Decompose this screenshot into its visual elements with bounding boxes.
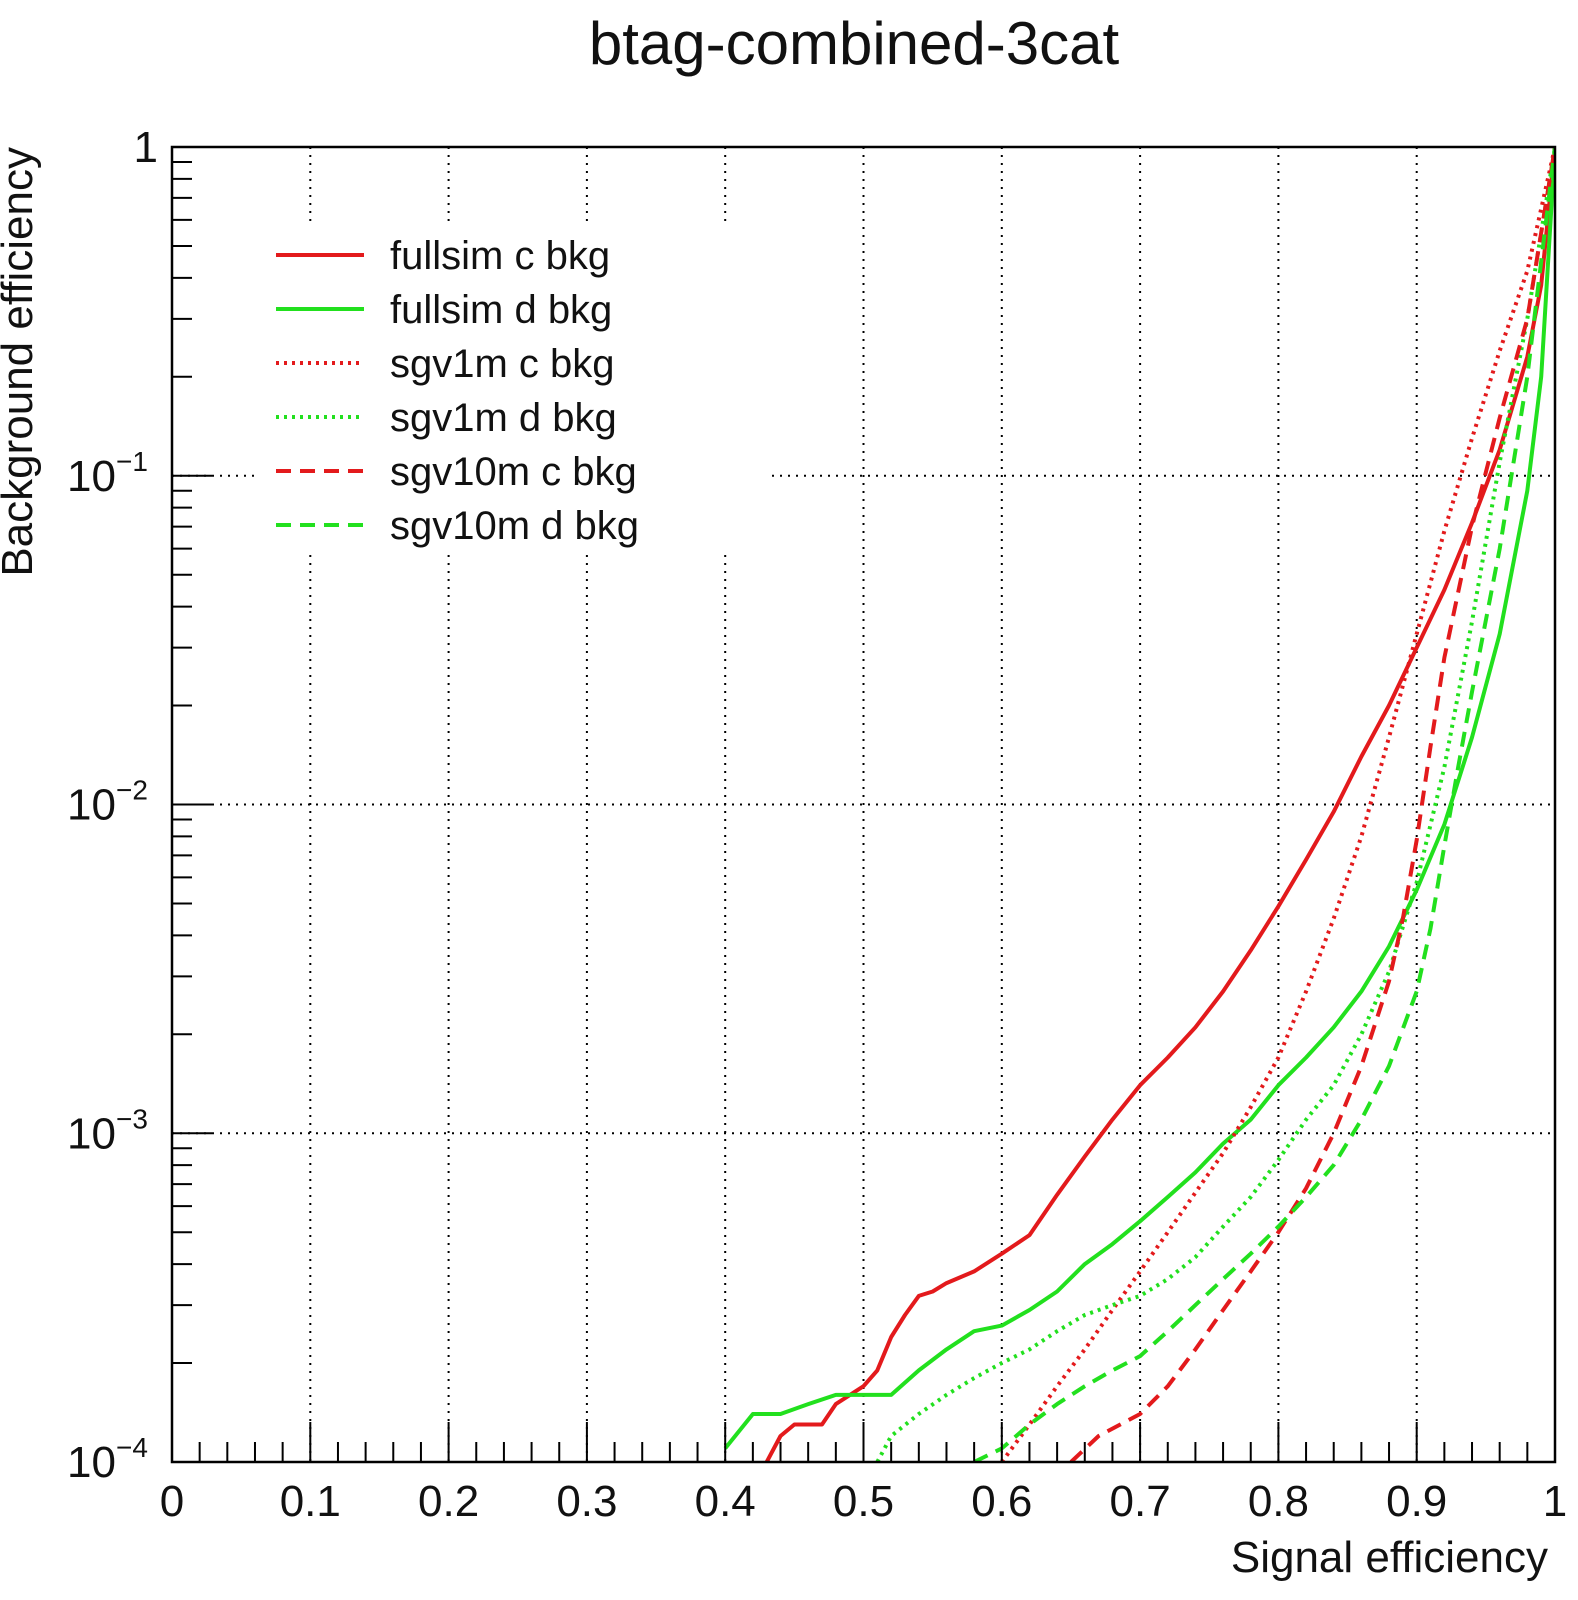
y-tick-labels: 10 −410 −310 −210 −11 — [67, 123, 158, 1487]
grid-lines — [172, 147, 1555, 1462]
legend-label-4: sgv1m d bkg — [390, 396, 617, 440]
series-line-2 — [723, 147, 1555, 1450]
curves — [723, 147, 1555, 1462]
x-tick-label: 0 — [160, 1477, 184, 1526]
y-tick-label-base: 10 — [67, 1438, 116, 1487]
x-axis-title: Signal efficiency — [1231, 1533, 1548, 1582]
series-line-6 — [973, 147, 1555, 1462]
series-line-1 — [764, 147, 1555, 1462]
y-tick-label-exponent: −1 — [116, 446, 148, 477]
y-axis-title: Background efficiency — [0, 147, 42, 577]
x-tick-labels: 0 0.1 0.2 0.3 0.4 0.5 0.6 0.7 0.8 0.9 1 — [160, 1477, 1567, 1526]
chart-title: btag-combined-3cat — [589, 10, 1120, 77]
legend-label-2: fullsim d bkg — [390, 288, 612, 332]
x-tick-label: 0.2 — [418, 1477, 479, 1526]
y-tick-label-base: 10 — [67, 1109, 116, 1158]
y-tick-label-exponent: −4 — [116, 1432, 148, 1463]
x-tick-label: 1 — [1543, 1477, 1567, 1526]
axis-ticks — [171, 161, 1556, 1463]
x-tick-label: 0.8 — [1248, 1477, 1309, 1526]
y-tick-label-base: 10 — [67, 781, 116, 830]
x-tick-label: 0.9 — [1386, 1477, 1447, 1526]
legend-background — [258, 222, 770, 552]
y-tick-label-base: 1 — [134, 123, 158, 172]
series-line-5 — [1069, 147, 1555, 1462]
x-tick-label: 0.5 — [833, 1477, 894, 1526]
x-tick-label: 0.1 — [280, 1477, 341, 1526]
legend-label-6: sgv10m d bkg — [390, 504, 639, 548]
legend-label-3: sgv1m c bkg — [390, 342, 615, 386]
legend-label-1: fullsim c bkg — [390, 234, 610, 278]
y-tick-label-exponent: −3 — [116, 1103, 148, 1134]
legend: fullsim c bkg fullsim d bkg sgv1m c bkg sgv… — [276, 234, 639, 548]
x-tick-label: 0.7 — [1110, 1477, 1171, 1526]
x-tick-label: 0.3 — [556, 1477, 617, 1526]
y-tick-label-base: 10 — [67, 452, 116, 501]
y-tick-label-exponent: −2 — [116, 775, 148, 806]
series-line-3 — [1000, 147, 1555, 1462]
legend-label-5: sgv10m c bkg — [390, 450, 637, 494]
x-tick-label: 0.4 — [695, 1477, 756, 1526]
x-tick-label: 0.6 — [971, 1477, 1032, 1526]
